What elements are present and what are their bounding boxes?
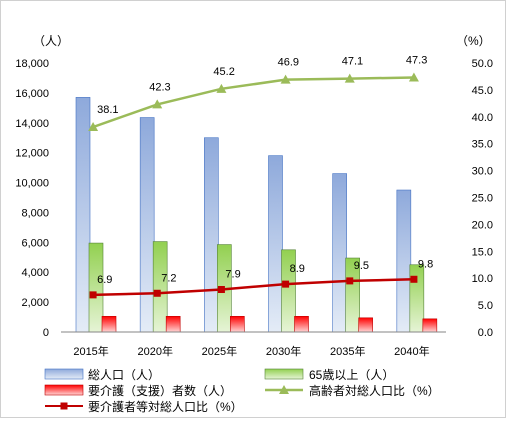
care-needed-bar xyxy=(358,317,373,333)
legend-label-care-ratio: 要介護者等対総人口比（%） xyxy=(88,399,243,414)
right-tick-label: 25.0 xyxy=(472,193,493,205)
care-ratio-marker xyxy=(217,285,225,293)
elderly-ratio-marker xyxy=(408,72,419,82)
legend-label-age65: 65歳以上（人） xyxy=(309,368,394,382)
care-ratio-data-label: 6.9 xyxy=(97,274,112,286)
care-ratio-data-label: 9.5 xyxy=(354,260,369,272)
care-ratio-marker xyxy=(410,275,418,283)
elderly-ratio-data-label: 47.1 xyxy=(342,56,363,68)
age65-bar xyxy=(88,242,104,333)
category-tick-label: 2015年 xyxy=(73,344,108,358)
legend-swatch-care-needed xyxy=(44,384,84,396)
category-tick-label: 2025年 xyxy=(202,344,237,358)
legend-label-care-needed: 要介護（支援）者数（人） xyxy=(88,383,232,398)
total-population-bar xyxy=(396,189,412,333)
care-ratio-marker xyxy=(346,277,354,285)
total-population-bar xyxy=(139,117,155,333)
right-tick-label: 35.0 xyxy=(472,139,493,151)
right-tick-label: 0.0 xyxy=(478,327,493,339)
elderly-ratio-data-label: 47.3 xyxy=(406,55,427,67)
total-population-bar xyxy=(268,155,283,333)
right-tick-label: 30.0 xyxy=(472,166,493,178)
elderly-ratio-marker xyxy=(152,99,163,109)
category-tick-label: 2040年 xyxy=(394,344,429,358)
total-population-bar xyxy=(332,173,347,333)
care-needed-bar xyxy=(294,316,309,333)
care-ratio-line xyxy=(93,278,414,297)
care-ratio-data-label: 9.8 xyxy=(418,258,433,270)
elderly-ratio-marker xyxy=(344,73,355,83)
care-ratio-marker xyxy=(282,280,290,288)
left-tick-label: 6,000 xyxy=(21,237,49,249)
elderly-ratio-line xyxy=(92,76,414,129)
elderly-ratio-marker xyxy=(88,122,99,132)
right-tick-label: 20.0 xyxy=(472,219,493,231)
legend-label-elderly-ratio: 高齢者対総人口比（%） xyxy=(309,383,440,398)
legend-swatch-age65 xyxy=(264,368,304,380)
category-axis-ticks: 2015年 2020年 2025年 2030年 2035年 2040年 xyxy=(73,344,429,358)
elderly-ratio-data-label: 42.3 xyxy=(149,81,170,93)
right-tick-label: 40.0 xyxy=(472,112,493,124)
care-needed-bar xyxy=(165,316,181,333)
left-tick-label: 10,000 xyxy=(15,178,49,190)
left-tick-label: 8,000 xyxy=(21,207,49,219)
care-needed-bar xyxy=(422,318,438,333)
elderly-ratio-data-label: 38.1 xyxy=(97,104,118,116)
left-axis-ticks: 0 2,000 4,000 6,000 8,000 10,000 12,000 14,000 1… xyxy=(15,58,49,339)
category-tick-label: 2035年 xyxy=(330,344,365,358)
legend-label-total-population: 総人口（人） xyxy=(88,368,160,382)
age65-bar xyxy=(409,264,425,333)
care-ratio-data-label: 8.9 xyxy=(290,263,305,275)
age65-bar xyxy=(152,241,168,333)
left-tick-label: 14,000 xyxy=(15,118,49,130)
right-tick-label: 10.0 xyxy=(472,273,493,285)
right-tick-label: 45.0 xyxy=(472,85,493,97)
left-tick-label: 4,000 xyxy=(21,267,49,279)
bar-group xyxy=(75,97,438,333)
left-tick-label: 18,000 xyxy=(15,58,49,70)
right-axis-ticks: 0.0 5.0 10.0 15.0 20.0 25.0 30.0 35.0 40.0 45.0 50… xyxy=(472,58,493,339)
care-ratio-data-label: 7.2 xyxy=(161,272,176,284)
left-tick-label: 16,000 xyxy=(15,88,49,100)
right-tick-label: 15.0 xyxy=(472,246,493,258)
elderly-ratio-marker xyxy=(216,83,227,93)
legend-swatch-total-population xyxy=(44,368,84,380)
line-group: 38.1 42.3 45.2 46.9 47.1 47.3 6.9 7.2 7.9 8.9 9.5 9… xyxy=(88,55,433,299)
elderly-ratio-data-label: 46.9 xyxy=(278,57,299,69)
total-population-bar xyxy=(204,137,219,333)
elderly-ratio-marker xyxy=(280,74,291,84)
legend-marker-elderly-ratio xyxy=(279,385,289,394)
total-population-bar xyxy=(75,97,91,333)
legend: 総人口（人） 65歳以上（人） 要介護（支援）者数（人） 高齢者対総人口比（%） 要介護… xyxy=(44,368,440,414)
left-axis-unit: （人） xyxy=(33,34,69,48)
category-tick-label: 2030年 xyxy=(266,344,301,358)
care-needed-bar xyxy=(230,316,245,333)
care-needed-bar xyxy=(101,316,117,333)
category-tick-label: 2020年 xyxy=(138,344,173,358)
care-ratio-marker xyxy=(89,291,97,299)
care-ratio-data-label: 7.9 xyxy=(225,268,240,280)
legend-marker-care-ratio xyxy=(60,402,68,410)
right-tick-label: 5.0 xyxy=(478,300,493,312)
right-axis-unit: （%） xyxy=(456,34,491,48)
care-ratio-marker xyxy=(153,289,161,297)
elderly-ratio-data-label: 45.2 xyxy=(213,66,234,78)
left-tick-label: 0 xyxy=(43,327,49,339)
right-tick-label: 50.0 xyxy=(472,58,493,70)
left-tick-label: 2,000 xyxy=(21,297,49,309)
left-tick-label: 12,000 xyxy=(15,148,49,160)
